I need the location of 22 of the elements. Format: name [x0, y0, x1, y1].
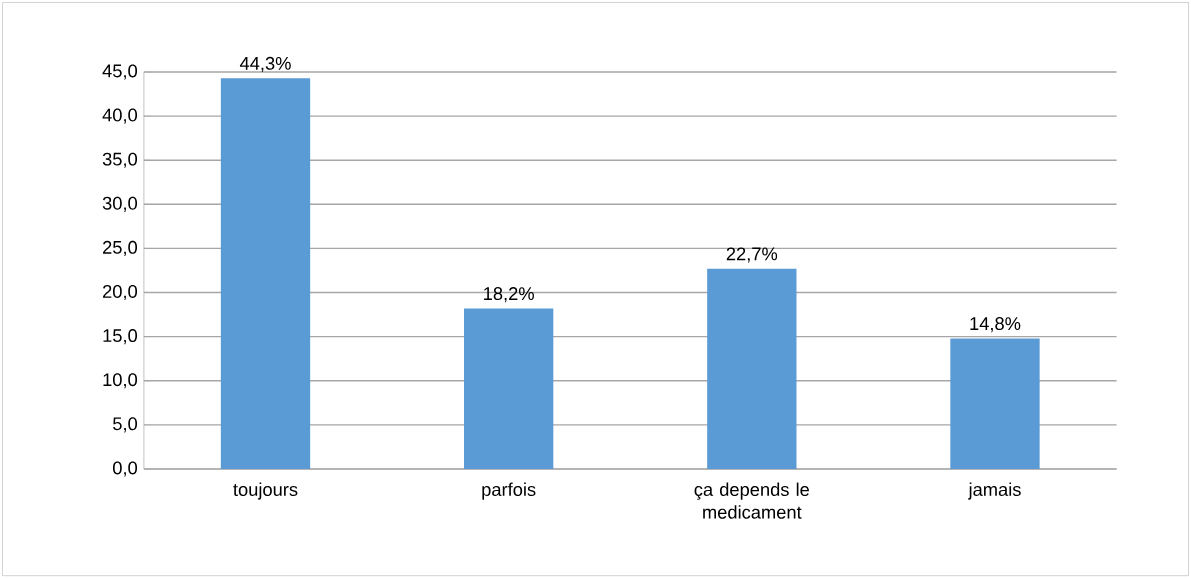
y-tick-label: 20,0 [103, 284, 138, 301]
data-label: 14,8% [970, 317, 1021, 333]
x-tick-label: jamais [968, 482, 1021, 500]
data-label: 44,3% [239, 56, 291, 72]
y-tick-label: 5,0 [113, 417, 138, 433]
y-tick-label: 0,0 [113, 461, 138, 477]
y-tick-label: 40,0 [102, 108, 138, 124]
y-tick-label: 35,0 [102, 152, 138, 168]
bar [220, 78, 311, 469]
bar [707, 268, 797, 469]
bar [950, 338, 1040, 469]
y-tick-label: 45,0 [102, 64, 138, 80]
y-tick-label: 10,0 [103, 373, 138, 389]
x-tick-label: toujours [233, 482, 298, 500]
bar [464, 308, 554, 469]
y-tick-label: 30,0 [102, 196, 138, 212]
y-tick-label: 15,0 [103, 329, 138, 345]
x-tick-label: parfois [482, 482, 536, 500]
y-tick-label: 25,0 [103, 240, 138, 256]
x-tick-label: ça depends le medicament [694, 482, 809, 519]
data-label: 18,2% [484, 287, 534, 303]
data-label: 22,7% [726, 247, 778, 263]
